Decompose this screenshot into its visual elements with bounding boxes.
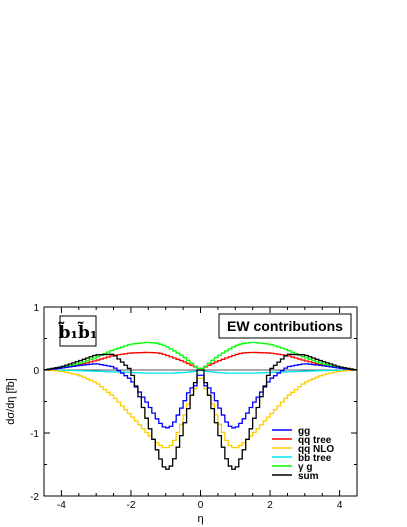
series-layer: [44, 341, 357, 470]
y-tick-label: -2: [30, 492, 39, 503]
x-axis-label: η: [197, 513, 203, 525]
x-tick-label: -4: [57, 500, 66, 511]
y-tick-label: -1: [30, 429, 39, 440]
x-tick-label: -2: [126, 500, 135, 511]
y-tick-label: 0: [33, 366, 39, 377]
legend-label: gg: [298, 426, 310, 437]
y-axis-label: dσ/dη [fb]: [5, 378, 17, 425]
x-tick-label: 2: [267, 500, 273, 511]
legend-label: bb tree: [298, 453, 332, 464]
series-sum-line: [44, 353, 357, 470]
ticks-layer: -4 -2 0 2 4 -2 -1 0 1: [30, 303, 358, 511]
x-tick-label: 0: [198, 500, 204, 511]
legend-label: qq tree: [298, 435, 332, 446]
series-qq-tree-line: [44, 351, 357, 371]
legend-label: γ g: [298, 462, 312, 473]
series-qq-NLO-line: [44, 369, 357, 449]
process-box: b̃₁b̃₁: [58, 315, 98, 347]
series-gamma-g-line: [44, 341, 357, 371]
annotation-text: EW contributions: [227, 318, 343, 334]
y-tick-label: 1: [33, 303, 39, 314]
x-tick-label: 4: [337, 500, 343, 511]
legend-label: qq NLO: [298, 444, 334, 455]
annotation-box: EW contributions: [218, 313, 352, 339]
series-gg-line: [44, 363, 357, 429]
legend-label: sum: [298, 471, 319, 482]
process-label: b̃₁b̃₁: [58, 321, 98, 343]
